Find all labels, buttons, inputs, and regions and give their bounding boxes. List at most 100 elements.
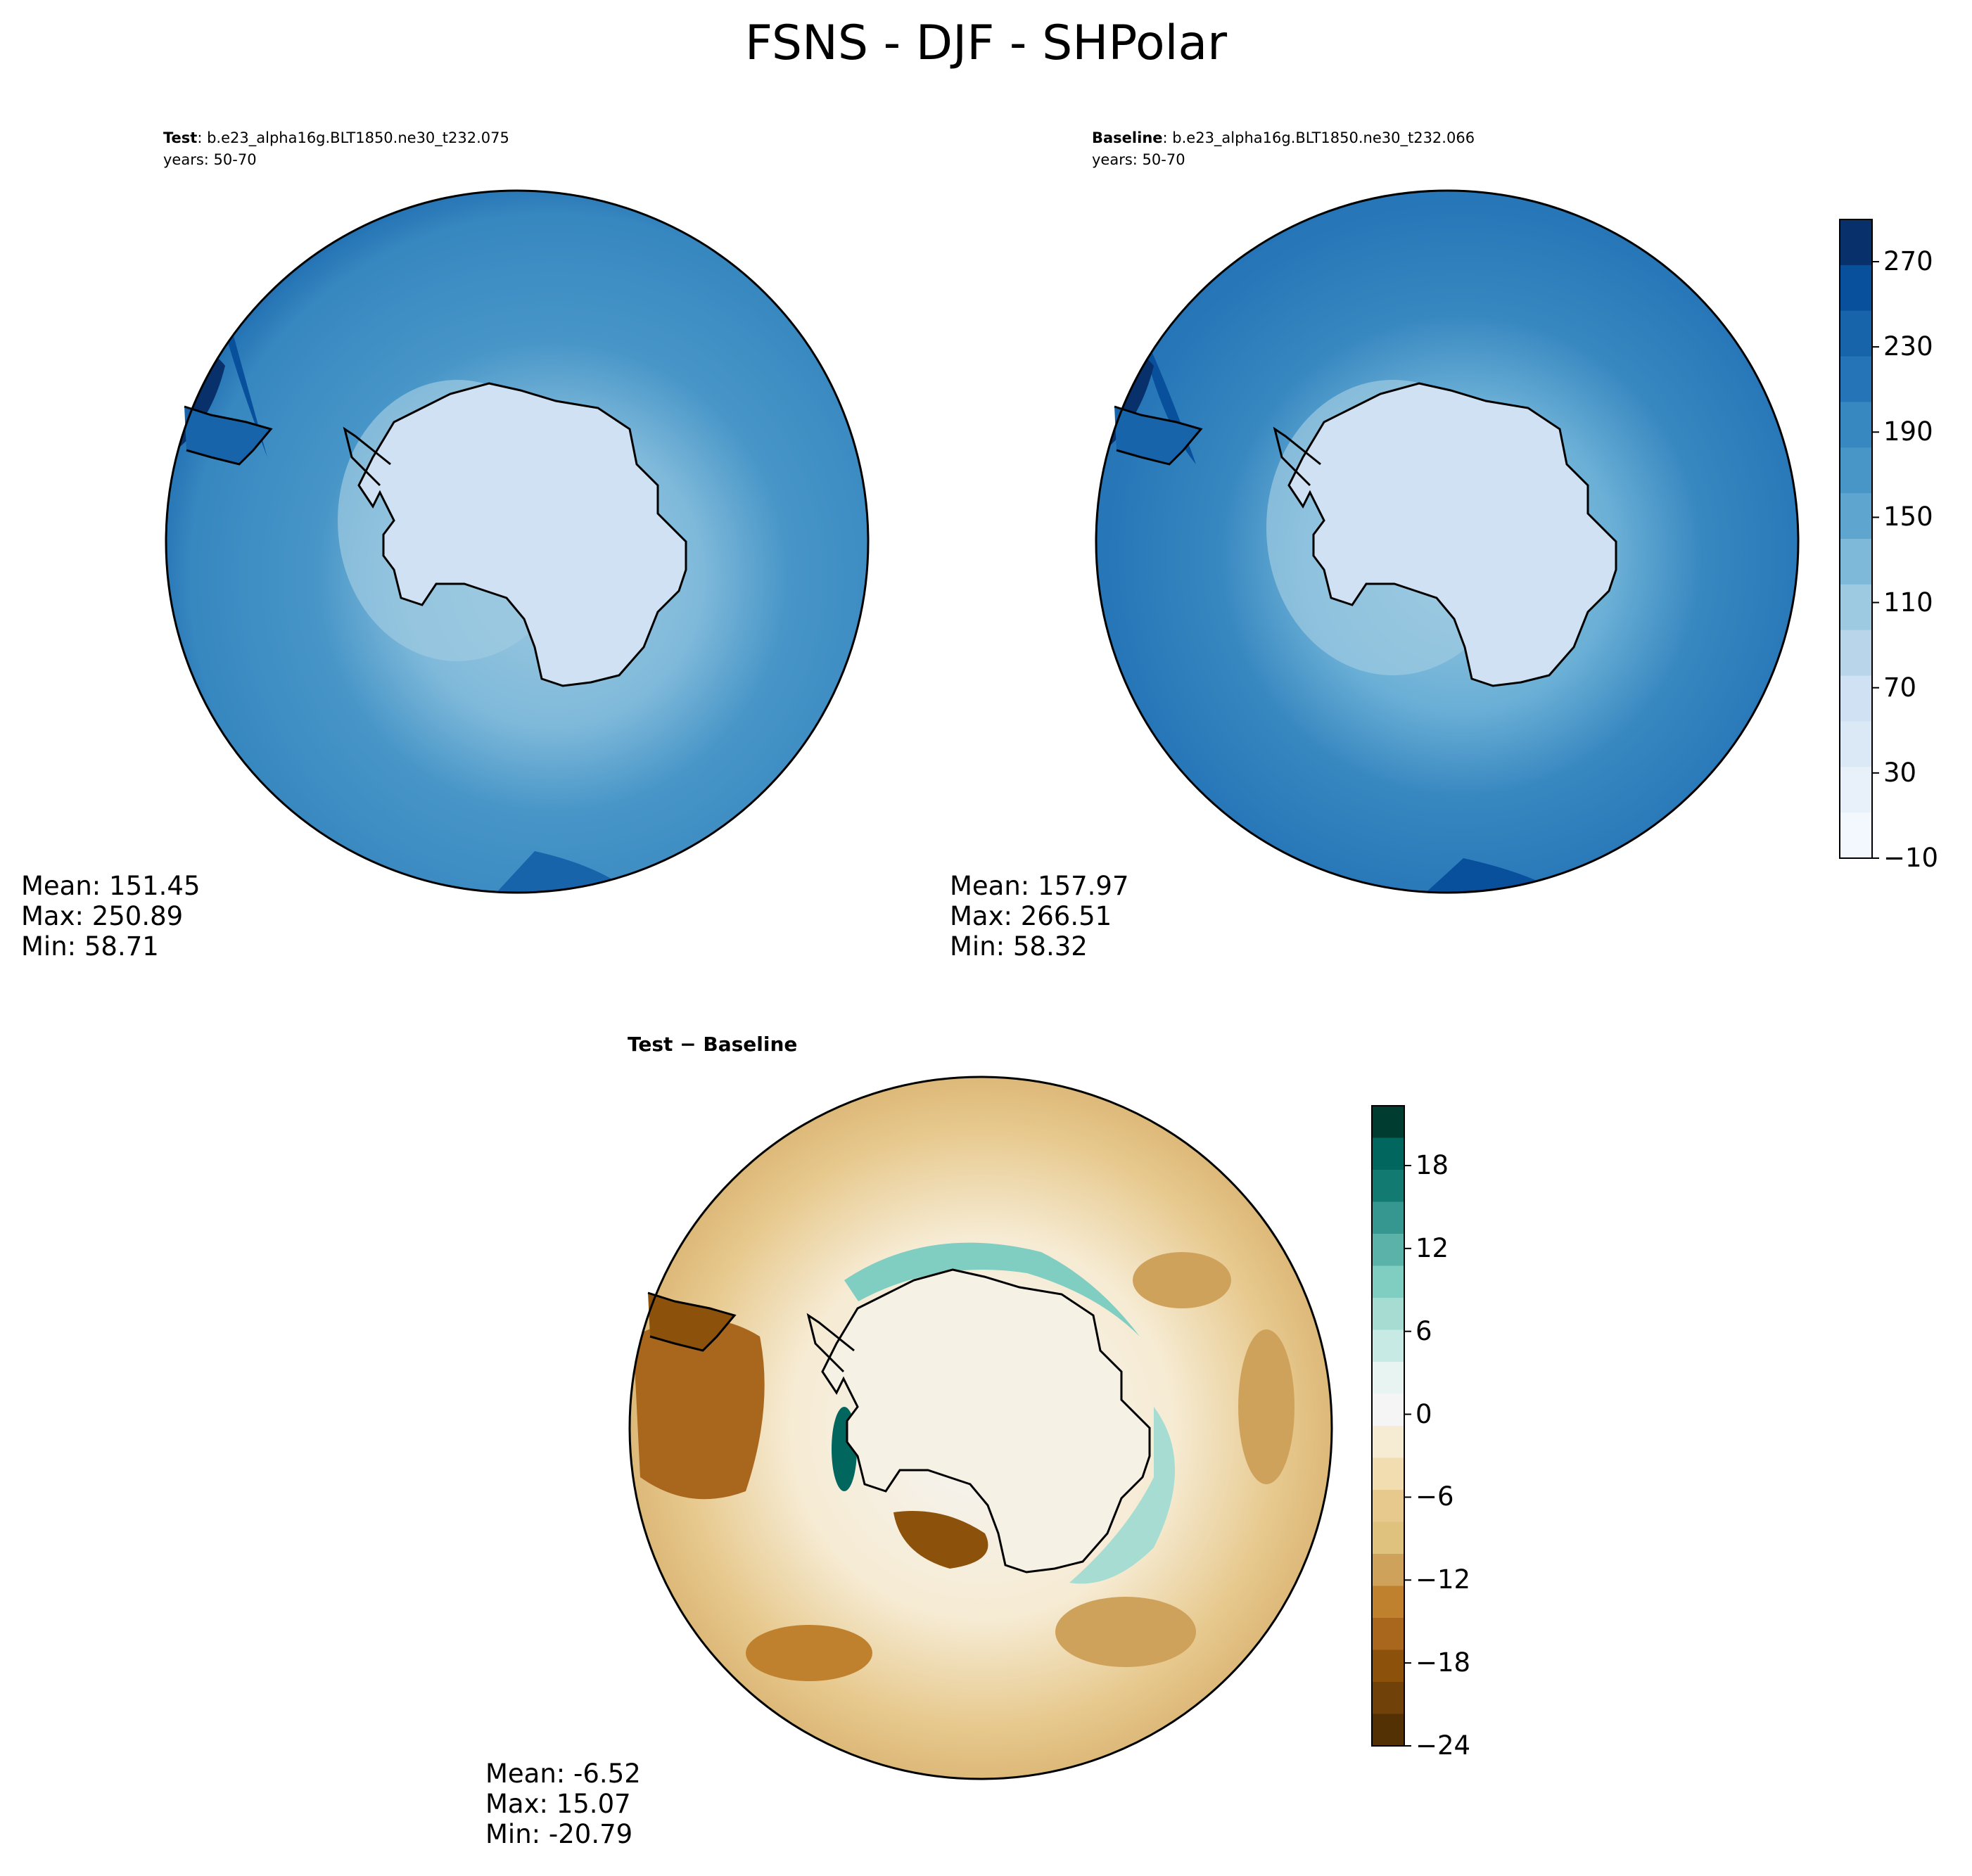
main-colorbar-swatch: [1840, 584, 1872, 631]
test-min: Min: 58.71: [21, 931, 159, 962]
main-colorbar-swatch: [1840, 630, 1872, 677]
diff-colorbar-tick-label: 12: [1416, 1232, 1449, 1263]
baseline-map-boundary: [1095, 189, 1800, 894]
diff-colorbar-swatch: [1372, 1521, 1404, 1555]
diff-negative-ne: [1133, 1252, 1231, 1308]
diff-colorbar-swatch: [1372, 1682, 1404, 1714]
baseline-years: years: 50-70: [1092, 151, 1185, 168]
diff-colorbar-swatch: [1372, 1393, 1404, 1427]
baseline-antarctica: [1287, 382, 1617, 687]
test-south-america: [184, 405, 273, 466]
diff-colorbar-tick-label: −24: [1416, 1730, 1471, 1761]
main-colorbar: [1839, 219, 1879, 859]
baseline-label: Baseline: [1092, 129, 1163, 146]
test-peninsula: [343, 426, 391, 487]
diff-colorbar-swatch: [1372, 1490, 1404, 1522]
diff-colorbar-swatch: [1372, 1298, 1404, 1330]
diff-panel-title: Test − Baseline: [628, 1033, 798, 1056]
main-colorbar-swatch: [1840, 721, 1872, 767]
diff-colorbar-swatch: [1372, 1201, 1404, 1234]
baseline-run-name: b.e23_alpha16g.BLT1850.ne30_t232.066: [1172, 129, 1475, 146]
diff-colorbar-tick-label: 0: [1416, 1398, 1432, 1429]
test-years: years: 50-70: [163, 151, 257, 168]
main-colorbar-swatch: [1840, 812, 1872, 859]
baseline-stats: Mean: 157.97 Max: 266.51 Min: 58.32: [950, 871, 1129, 962]
main-colorbar-swatch: [1840, 767, 1872, 813]
main-colorbar-tick-label: 150: [1883, 502, 1933, 532]
baseline-panel-title: Baseline: b.e23_alpha16g.BLT1850.ne30_t2…: [1092, 129, 1475, 146]
diff-negative-sw: [746, 1625, 872, 1681]
diff-colorbar-swatch: [1372, 1650, 1404, 1683]
main-colorbar-swatch: [1840, 447, 1872, 494]
diff-map: [628, 1076, 1333, 1780]
test-map: [165, 189, 870, 894]
main-colorbar-swatch: [1840, 539, 1872, 585]
diff-colorbar-tick-label: −12: [1416, 1564, 1471, 1595]
main-colorbar-swatch: [1840, 493, 1872, 540]
baseline-min: Min: 58.32: [950, 931, 1088, 962]
diff-colorbar-swatch: [1372, 1329, 1404, 1363]
main-colorbar-tick-label: 230: [1883, 331, 1933, 362]
diff-antarctica: [821, 1268, 1151, 1574]
diff-negative-west: [633, 1319, 765, 1500]
diff-colorbar-tick-label: 18: [1416, 1150, 1449, 1180]
baseline-mean: Mean: 157.97: [950, 871, 1129, 901]
test-mean: Mean: 151.45: [21, 871, 201, 901]
baseline-peninsula: [1273, 426, 1321, 487]
test-run-name: b.e23_alpha16g.BLT1850.ne30_t232.075: [207, 129, 509, 146]
test-antarctica: [357, 382, 687, 687]
main-colorbar-tick-label: 190: [1883, 416, 1933, 447]
main-colorbar-frame: [1839, 219, 1873, 859]
diff-min-patch: [893, 1511, 988, 1569]
diff-colorbar-swatch: [1372, 1170, 1404, 1202]
diff-colorbar-swatch: [1372, 1714, 1404, 1747]
diff-max: Max: 15.07: [485, 1789, 631, 1819]
diff-colorbar-swatch: [1372, 1362, 1404, 1394]
baseline-map: [1095, 189, 1800, 894]
main-colorbar-tick-label: 30: [1883, 757, 1917, 788]
main-colorbar-swatch: [1840, 264, 1872, 312]
main-colorbar-tick-label: 70: [1883, 672, 1917, 703]
test-label: Test: [163, 129, 198, 146]
figure-title: FSNS - DJF - SHPolar: [744, 15, 1228, 71]
main-colorbar-tick-label: 270: [1883, 246, 1933, 276]
main-colorbar-swatch: [1840, 675, 1872, 722]
baseline-max: Max: 266.51: [950, 901, 1112, 931]
diff-positive-arc: [844, 1242, 1140, 1336]
main-colorbar-swatch: [1840, 310, 1872, 357]
diff-colorbar-tick-label: 6: [1416, 1315, 1432, 1346]
diff-colorbar-swatch: [1372, 1265, 1404, 1298]
diff-colorbar-swatch: [1372, 1585, 1404, 1619]
diff-colorbar: [1371, 1105, 1411, 1747]
test-stats: Mean: 151.45 Max: 250.89 Min: 58.71: [21, 871, 201, 962]
diff-colorbar-frame: [1371, 1105, 1405, 1747]
diff-colorbar-swatch: [1372, 1137, 1404, 1170]
main-colorbar-tick-label: −10: [1883, 843, 1939, 873]
diff-map-boundary: [628, 1076, 1333, 1780]
diff-peninsula: [806, 1313, 855, 1373]
diff-colorbar-tick-label: −6: [1416, 1481, 1454, 1512]
test-max: Max: 250.89: [21, 901, 184, 931]
diff-colorbar-swatch: [1372, 1618, 1404, 1650]
diff-negative-east: [1238, 1329, 1294, 1484]
diff-south-america: [647, 1291, 737, 1352]
main-colorbar-swatch: [1840, 356, 1872, 402]
diff-min: Min: -20.79: [485, 1819, 633, 1849]
main-colorbar-tick-label: 110: [1883, 587, 1933, 618]
main-colorbar-swatch: [1840, 402, 1872, 448]
diff-colorbar-swatch: [1372, 1106, 1404, 1138]
diff-colorbar-swatch: [1372, 1426, 1404, 1458]
diff-stats: Mean: -6.52 Max: 15.07 Min: -20.79: [485, 1759, 641, 1849]
diff-mean: Mean: -6.52: [485, 1759, 641, 1789]
diff-negative-se: [1055, 1597, 1196, 1667]
test-panel-title: Test: b.e23_alpha16g.BLT1850.ne30_t232.0…: [163, 129, 509, 146]
diff-colorbar-tick-label: −18: [1416, 1647, 1471, 1678]
baseline-south-america: [1114, 405, 1203, 466]
test-map-boundary: [165, 189, 870, 894]
diff-positive-east: [1069, 1407, 1175, 1584]
diff-colorbar-swatch: [1372, 1554, 1404, 1586]
diff-colorbar-swatch: [1372, 1234, 1404, 1266]
main-colorbar-swatch: [1840, 219, 1872, 266]
diff-colorbar-swatch: [1372, 1457, 1404, 1491]
